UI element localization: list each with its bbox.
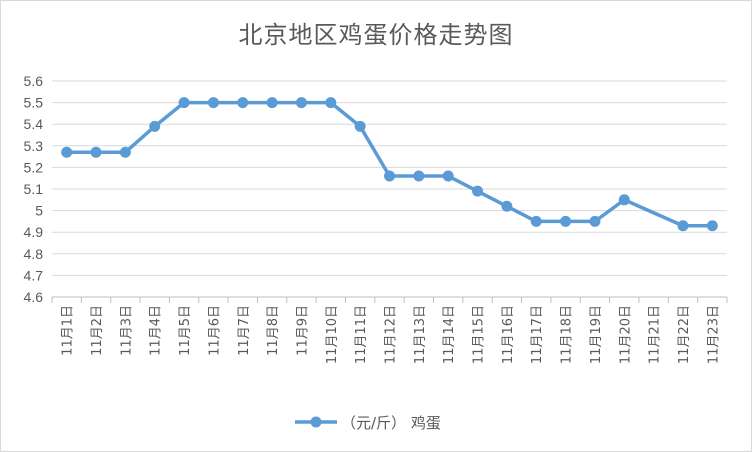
data-point <box>530 215 542 227</box>
x-tick-label: 11月15日 <box>472 305 487 364</box>
x-tick-label: 11月1日 <box>61 305 76 356</box>
data-point <box>207 97 219 109</box>
data-point <box>706 220 718 232</box>
y-tick-label: 4.7 <box>24 267 44 283</box>
x-tick-label: 11月22日 <box>677 305 692 364</box>
x-tick-label: 11月16日 <box>501 305 516 364</box>
y-tick-label: 5.2 <box>24 159 44 175</box>
x-tick-label: 11月23日 <box>706 305 721 364</box>
data-point <box>119 146 131 158</box>
y-tick-label: 5 <box>35 203 43 219</box>
y-axis-ticks: 4.6 4.7 4.8 4.9 5 5.1 5.2 5.3 5.4 5.5 5.6 <box>24 73 44 305</box>
legend-swatch-marker <box>310 416 322 428</box>
chart-title: 北京地区鸡蛋价格走势图 <box>238 21 514 49</box>
x-tick-label: 11月14日 <box>442 305 457 364</box>
data-point <box>384 170 395 182</box>
data-point <box>178 97 190 109</box>
legend-label: （元/斤） 鸡蛋 <box>341 414 441 432</box>
data-point <box>61 146 73 158</box>
legend: （元/斤） 鸡蛋 <box>295 414 441 432</box>
x-tick-label: 11月2日 <box>90 305 105 356</box>
data-point <box>589 215 601 227</box>
x-tick-label: 11月6日 <box>207 305 222 356</box>
data-point <box>354 120 366 132</box>
x-tick-label: 11月5日 <box>178 305 193 356</box>
data-point <box>90 146 102 158</box>
data-point <box>149 120 161 132</box>
series-line <box>64 100 715 228</box>
y-tick-label: 5.4 <box>24 116 44 132</box>
data-point <box>560 215 572 227</box>
x-tick-label: 11月7日 <box>237 305 252 356</box>
y-tick-label: 5.1 <box>24 181 44 197</box>
gridlines <box>52 80 727 276</box>
x-tick-label: 11月20日 <box>618 305 633 364</box>
x-tick-label: 11月13日 <box>413 305 428 364</box>
y-tick-label: 5.5 <box>24 95 44 111</box>
x-tick-label: 11月4日 <box>149 305 164 356</box>
x-tick-label: 11月3日 <box>119 305 134 356</box>
data-point <box>295 97 307 109</box>
y-tick-label: 4.9 <box>24 224 44 240</box>
x-tick-label: 11月18日 <box>560 305 575 364</box>
x-tick-label: 11月12日 <box>384 305 399 364</box>
data-point <box>413 170 425 182</box>
x-tick-label: 11月10日 <box>325 305 340 364</box>
data-point <box>237 97 249 109</box>
y-tick-label: 4.6 <box>24 289 44 305</box>
series-layer <box>61 97 718 232</box>
data-point <box>442 170 454 182</box>
x-tick-label: 11月9日 <box>295 305 310 356</box>
y-tick-label: 5.6 <box>24 73 44 89</box>
data-point <box>472 185 484 197</box>
data-point <box>325 97 337 109</box>
data-point <box>677 220 689 232</box>
x-axis-ticks: 11月1日 11月2日 11月3日 11月4日 11月5日 11月6日 11月7日 11月8日… <box>61 305 722 364</box>
data-point <box>501 200 513 212</box>
data-point <box>266 97 278 109</box>
x-tick-label: 11月19日 <box>589 305 604 364</box>
x-tick-label: 11月21日 <box>648 305 663 364</box>
x-tick-label: 11月11日 <box>354 305 369 364</box>
y-tick-label: 4.8 <box>24 246 44 262</box>
x-tick-label: 11月8日 <box>266 305 281 356</box>
y-tick-label: 5.3 <box>24 138 44 154</box>
x-axis <box>51 296 728 303</box>
x-tick-label: 11月17日 <box>530 305 545 364</box>
data-point <box>618 194 630 206</box>
